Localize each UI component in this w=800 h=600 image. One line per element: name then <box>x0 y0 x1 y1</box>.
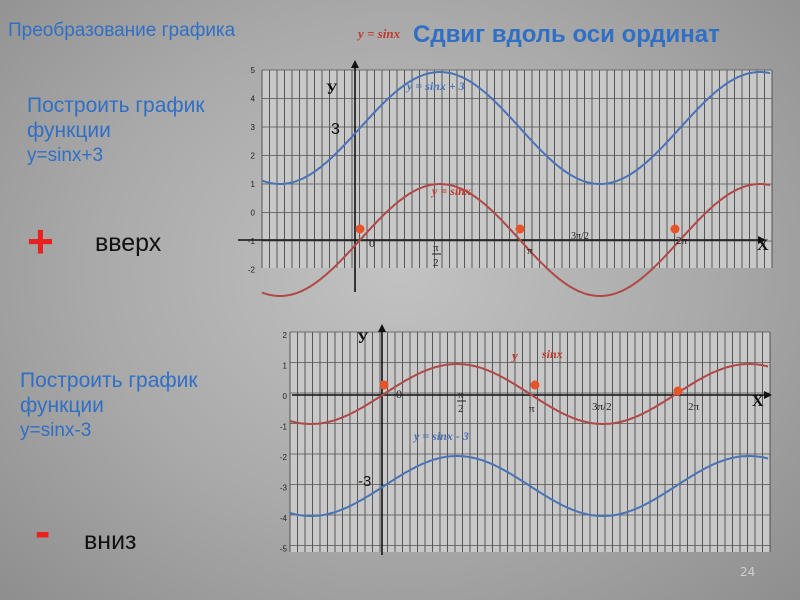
y-tick-label: 1 <box>283 362 288 371</box>
upper-y-ticks: 5 4 3 2 1 0 -1 -2 <box>248 66 256 275</box>
upper-point-pi <box>515 224 525 234</box>
minus-sign: - <box>35 505 51 557</box>
upper-2pi-label: 2π <box>676 235 688 247</box>
upper-3pi2-label: 3π/2 <box>571 231 589 242</box>
y-tick-label: -2 <box>248 266 256 275</box>
lower-base-label-y: y <box>510 348 518 363</box>
upper-x-arrow <box>758 236 766 244</box>
upper-half-pi-num: π <box>433 242 439 254</box>
y-tick-label: 1 <box>251 180 256 189</box>
lower-2pi-label: 2π <box>688 401 700 413</box>
lower-base-label-sinx: sinx <box>541 347 563 361</box>
upper-y-axis-label: У <box>326 81 338 98</box>
slide-title: Преобразование графика <box>8 20 236 41</box>
upper-task-line1: Построить график <box>27 94 205 117</box>
lower-3pi2-label: 3π/2 <box>592 401 612 413</box>
y-tick-label: -5 <box>280 545 288 554</box>
y-tick-label: 3 <box>251 123 256 132</box>
y-tick-label: 5 <box>251 66 256 75</box>
lower-y-axis-label: У <box>357 330 369 347</box>
lower-origin-label: 0 <box>396 387 402 401</box>
y-tick-label: -4 <box>280 514 288 523</box>
slide-subtitle: Сдвиг вдоль оси ординат <box>413 21 720 48</box>
y-tick-label: 2 <box>251 152 256 161</box>
lower-point-0 <box>379 380 389 390</box>
upper-pi-label: π <box>527 245 533 257</box>
lower-shift-value: -3 <box>358 473 371 490</box>
lower-pi-label: π <box>529 403 535 415</box>
upper-sinx-curve <box>261 183 771 297</box>
lower-point-pi <box>530 380 540 390</box>
lower-half-pi-den: 2 <box>458 403 464 415</box>
top-formula: y = sinx <box>358 26 401 41</box>
y-tick-label: 0 <box>283 392 288 401</box>
lower-shifted-label: y = sinx - 3 <box>412 429 469 443</box>
upper-x-axis-label: X <box>757 237 769 254</box>
lower-x-arrow <box>764 391 772 399</box>
y-tick-label: -2 <box>280 453 288 462</box>
lower-sinx-curve <box>289 363 769 425</box>
upper-origin-label: 0 <box>369 236 375 250</box>
y-tick-label: -1 <box>280 423 288 432</box>
lower-y-ticks: 2 1 0 -1 -2 -3 -4 -5 <box>280 331 288 554</box>
upper-grid <box>261 69 773 268</box>
upper-base-label: y = sinx <box>430 184 471 198</box>
lower-graph: 2 1 0 -1 -2 -3 -4 -5 У X -3 y = sinx - 3 y sinx… <box>280 324 772 555</box>
lower-x-axis-label: X <box>752 393 764 410</box>
y-tick-label: 0 <box>251 209 256 218</box>
lower-half-pi-num: π <box>458 389 464 401</box>
y-tick-label: 2 <box>283 331 288 340</box>
upper-y-arrow <box>351 60 359 68</box>
lower-task-line2: функции <box>20 394 104 417</box>
upper-point-0 <box>355 224 365 234</box>
y-tick-label: 4 <box>251 95 256 104</box>
lower-point-2pi <box>673 386 683 396</box>
y-tick-label: -3 <box>280 484 288 493</box>
lower-shifted-curve <box>289 455 769 517</box>
upper-half-pi-den: 2 <box>433 257 439 269</box>
lower-task: Построить график функции y=sinx-3 <box>20 368 198 443</box>
lower-task-line1: Построить график <box>20 369 198 392</box>
upper-point-2pi <box>670 224 680 234</box>
upper-direction: вверх <box>95 229 162 257</box>
lower-task-function: y=sinx-3 <box>20 420 92 441</box>
upper-shifted-curve <box>261 71 771 185</box>
page-number: 24 <box>740 565 756 579</box>
upper-task-function: y=sinx+3 <box>27 145 104 166</box>
plus-sign: + <box>27 215 54 267</box>
lower-direction: вниз <box>84 527 137 555</box>
upper-shifted-label: y = sinx + 3 <box>405 79 465 93</box>
upper-graph: 5 4 3 2 1 0 -1 -2 У X 3 y = sinx + 3 y = sinx 0… <box>238 60 773 297</box>
upper-task-line2: функции <box>27 119 111 142</box>
upper-shift-value: 3 <box>331 121 340 138</box>
upper-task: Построить график функции y=sinx+3 <box>27 93 205 168</box>
y-tick-label: -1 <box>248 237 256 246</box>
lower-y-arrow <box>378 324 386 332</box>
